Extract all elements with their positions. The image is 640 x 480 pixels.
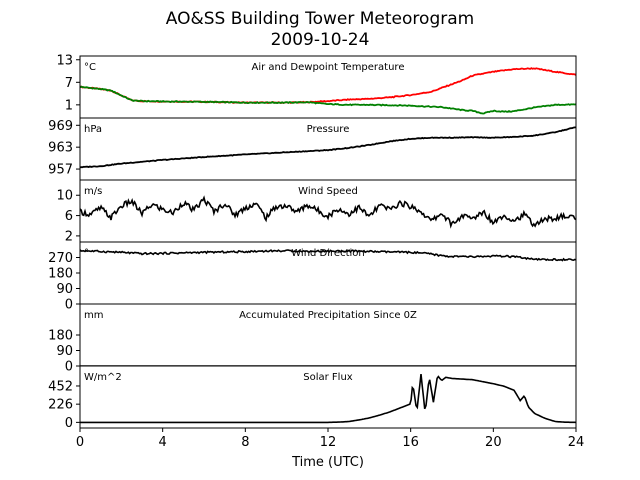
x-tick-label-0: 0	[76, 435, 84, 450]
unit-label-0: °C	[84, 62, 96, 73]
y-tick-label-5-0: 452	[48, 379, 73, 394]
y-tick-label-1-0: 969	[48, 119, 73, 134]
panel-title-2: Wind Speed	[298, 186, 358, 197]
series-line-0-1	[80, 85, 576, 115]
chart-title: AO&SS Building Tower Meteorogram	[166, 9, 474, 29]
y-tick-label-3-3: 0	[65, 298, 73, 313]
x-tick-label-3: 12	[320, 435, 337, 450]
y-tick-label-0-1: 7	[65, 76, 73, 91]
y-tick-label-4-0: 180	[48, 329, 73, 344]
series-line-0-0	[80, 67, 576, 105]
panels-group: 13 7 1 °C Air and Dewpoint Temperature 969 963…	[48, 53, 577, 431]
x-tick-label-4: 16	[402, 435, 419, 450]
x-tick-label-5: 20	[485, 435, 502, 450]
panel-title-5: Solar Flux	[303, 372, 353, 383]
series-line-1-0	[80, 126, 576, 169]
series-line-2-0	[80, 195, 576, 229]
y-tick-label-5-1: 226	[48, 398, 73, 413]
x-axis: 0 4 8 12 16 20 24	[76, 428, 584, 450]
y-tick-label-4-1: 90	[56, 344, 73, 359]
y-tick-label-2-2: 2	[65, 229, 73, 244]
y-tick-label-4-2: 0	[65, 360, 73, 375]
x-tick-label-2: 8	[241, 435, 249, 450]
unit-label-1: hPa	[84, 124, 102, 135]
y-tick-label-5-2: 0	[65, 416, 73, 431]
y-tick-label-3-0: 270	[48, 251, 73, 266]
y-tick-label-1-2: 957	[48, 163, 73, 178]
chart-subtitle: 2009-10-24	[271, 30, 370, 50]
panel-0: 13 7 1 °C Air and Dewpoint Temperature	[56, 53, 577, 119]
x-axis-label: Time (UTC)	[291, 455, 364, 470]
y-tick-label-3-1: 180	[48, 267, 73, 282]
panel-title-4: Accumulated Precipitation Since 0Z	[239, 310, 417, 321]
y-tick-label-2-0: 10	[56, 189, 73, 204]
y-tick-label-3-2: 90	[56, 282, 73, 297]
series-line-5-0	[80, 374, 576, 424]
y-tick-label-0-0: 13	[56, 53, 73, 68]
unit-label-3: °	[84, 248, 89, 259]
panel-title-3: Wind Direction	[291, 248, 365, 259]
panel-title-1: Pressure	[307, 124, 350, 135]
y-tick-label-2-1: 6	[65, 209, 73, 224]
series-line-3-0	[80, 249, 576, 262]
x-tick-label-6: 24	[568, 435, 585, 450]
y-tick-label-0-2: 1	[65, 98, 73, 113]
panel-5: 452 226 0 W/m^2 Solar Flux	[48, 365, 577, 431]
panel-2: 10 6 2 m/s Wind Speed	[56, 179, 577, 244]
y-tick-label-1-1: 963	[48, 141, 73, 156]
unit-label-4: mm	[84, 310, 103, 321]
unit-label-2: m/s	[84, 186, 102, 197]
unit-label-5: W/m^2	[84, 372, 122, 383]
panel-1: 969 963 957 hPa Pressure	[48, 117, 577, 181]
x-tick-label-1: 4	[159, 435, 167, 450]
panel-title-0: Air and Dewpoint Temperature	[252, 62, 405, 73]
